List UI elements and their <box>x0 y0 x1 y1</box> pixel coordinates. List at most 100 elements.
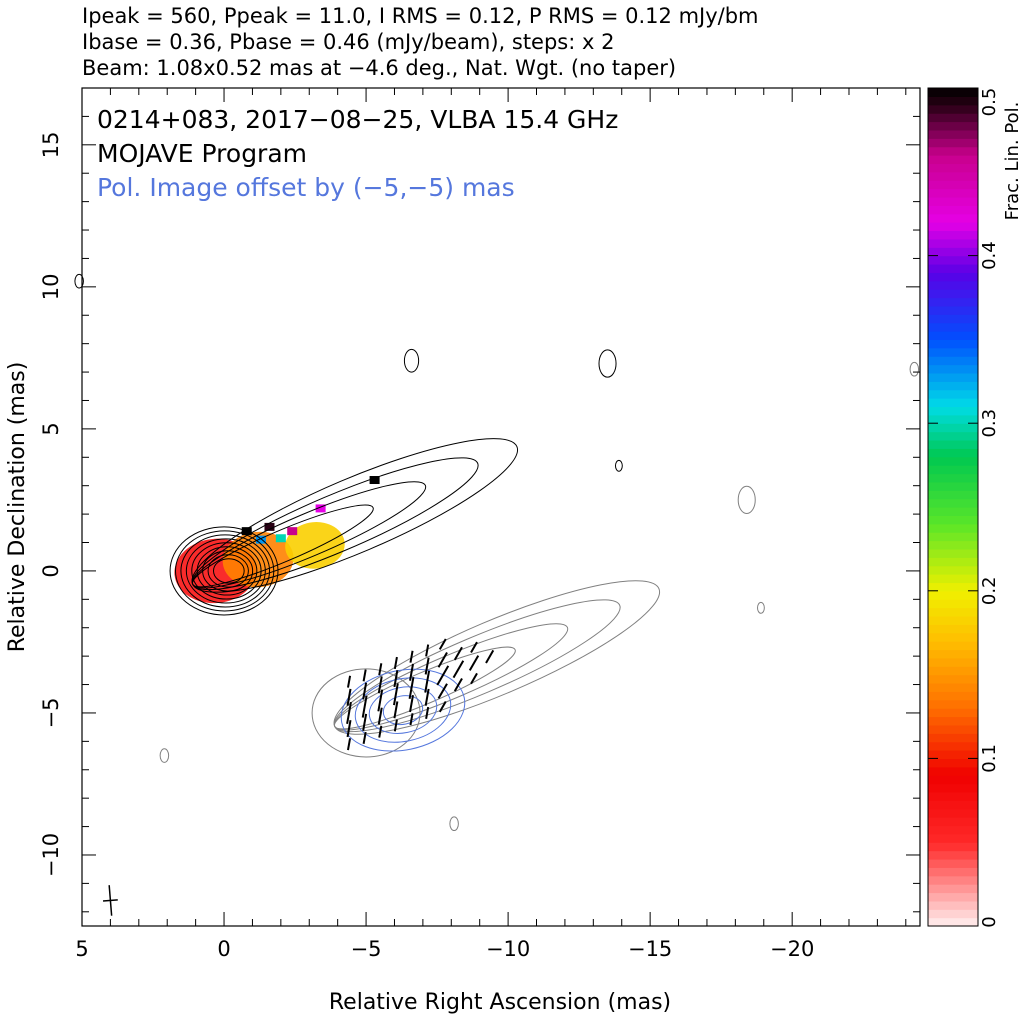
colorbar-swatch <box>928 691 978 701</box>
evpa-vector-2 <box>346 720 352 738</box>
colorbar-swatch <box>928 448 978 458</box>
x-tick-label-3: −5 <box>351 937 382 961</box>
y-tick-label-3: 0 <box>39 564 63 577</box>
isolated-contour-4 <box>737 485 756 515</box>
colorbar-swatch <box>928 113 978 123</box>
colorbar-swatch <box>928 716 978 726</box>
colorbar-swatch <box>928 557 978 567</box>
program-annotation: MOJAVE Program <box>97 139 307 168</box>
evpa-vector-10 <box>362 669 367 682</box>
frac-pol-edge-pixel-6 <box>315 504 326 513</box>
evpa-vector-37 <box>452 660 465 679</box>
evpa-vector-35 <box>438 638 447 650</box>
colorbar-swatch <box>928 171 978 181</box>
x-tick-label-2: 0 <box>217 937 230 961</box>
colorbar-swatch <box>928 632 978 642</box>
colorbar-label: Frac. Lin. Pol. <box>1002 102 1023 221</box>
colorbar-swatch <box>928 263 978 273</box>
colorbar-swatch <box>928 347 978 357</box>
colorbar-swatch <box>928 255 978 265</box>
y-tick-label-6: 15 <box>39 131 63 158</box>
y-axis-label: Relative Declination (mas) <box>5 362 30 653</box>
evpa-vector-23 <box>408 676 415 699</box>
colorbar-swatch <box>928 205 978 215</box>
evpa-vector-9 <box>362 682 368 700</box>
colorbar-swatch <box>928 599 978 609</box>
colorbar-swatch <box>928 305 978 315</box>
colorbar-swatch <box>928 775 978 785</box>
colorbar-swatch <box>928 456 978 466</box>
colorbar-swatch <box>928 439 978 449</box>
colorbar-swatch <box>928 825 978 835</box>
contour-layer <box>74 273 920 832</box>
colorbar-swatch <box>928 88 978 97</box>
colorbar-swatch <box>928 909 978 919</box>
colorbar-swatch <box>928 532 978 542</box>
colorbar-swatch <box>928 331 978 340</box>
colorbar-swatch <box>928 674 978 684</box>
evpa-vector-24 <box>409 663 414 681</box>
colorbar-swatch <box>928 867 978 877</box>
colorbar-swatch <box>928 884 978 894</box>
colorbar-swatch <box>928 817 978 827</box>
colorbar-swatch <box>928 666 978 676</box>
isolated-contour-5 <box>909 361 920 377</box>
colorbar-swatch <box>928 163 978 173</box>
colorbar-swatch <box>928 741 978 751</box>
colorbar-swatch <box>928 565 978 575</box>
evpa-vector-39 <box>470 672 478 685</box>
evpa-vector-29 <box>424 657 430 675</box>
evpa-vector-38 <box>453 646 463 661</box>
evpa-vector-16 <box>393 719 398 732</box>
colorbar-swatch <box>928 858 978 868</box>
colorbar-swatch <box>928 247 978 257</box>
colorbar-swatch <box>928 490 978 500</box>
evpa-vector-31 <box>438 701 447 713</box>
colorbar-swatch <box>928 381 978 391</box>
evpa-vector-42 <box>485 649 495 664</box>
offset-intensity-jet-contour-4 <box>333 646 516 730</box>
evpa-vector-41 <box>470 641 478 654</box>
total-intensity-core-contour-9 <box>212 558 245 584</box>
evpa-vector-34 <box>437 651 448 668</box>
colorbar-swatch <box>928 356 978 366</box>
evpa-vector-28 <box>424 670 431 693</box>
frac-pol-edge-pixel-2 <box>264 522 275 531</box>
colorbar-swatch <box>928 406 978 416</box>
colorbar-swatch <box>928 473 978 483</box>
total-intensity-core-contour-1 <box>169 526 279 616</box>
colorbar-swatch <box>928 624 978 634</box>
colorbar-swatch <box>928 155 978 165</box>
evpa-vector-layer <box>346 638 495 751</box>
evpa-vector-36 <box>453 678 463 692</box>
pol-intensity-contour-2 <box>354 677 452 743</box>
colorbar-swatch <box>928 507 978 516</box>
colorbar-swatch <box>928 540 978 550</box>
evpa-vector-11 <box>378 725 383 738</box>
colorbar-swatch <box>928 800 978 810</box>
isolated-contour-1 <box>74 273 84 289</box>
offset-intensity-core-contour-1 <box>311 668 421 758</box>
evpa-vector-1 <box>346 738 352 751</box>
total-intensity-jet-contour-4 <box>191 504 374 588</box>
beam-minor-axis <box>102 899 118 902</box>
colorbar-swatch <box>928 129 978 139</box>
evpa-vector-12 <box>377 707 383 725</box>
colorbar-swatch <box>928 498 978 508</box>
colorbar-swatch <box>928 783 978 793</box>
isolated-contour-7 <box>449 816 459 832</box>
evpa-vector-6 <box>362 731 367 745</box>
evpa-vector-3 <box>346 701 352 724</box>
colorbar-swatch <box>928 481 978 491</box>
colorbar-frame <box>927 87 979 927</box>
colorbar-swatch <box>928 104 978 114</box>
colorbar-swatch <box>928 808 978 818</box>
colorbar-swatch <box>928 590 978 600</box>
colorbar-swatch <box>928 900 978 910</box>
colorbar-swatch <box>928 523 978 533</box>
colorbar-swatch <box>928 615 978 625</box>
header-line-1: Ipeak = 560, Ppeak = 11.0, I RMS = 0.12,… <box>82 4 759 28</box>
colorbar-swatch <box>928 280 978 290</box>
colorbar-swatch <box>928 339 978 349</box>
